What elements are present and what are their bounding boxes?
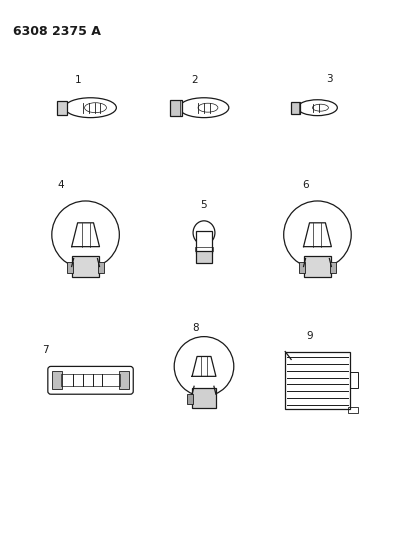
Text: 5: 5 <box>201 200 207 210</box>
Text: 6308 2375 A: 6308 2375 A <box>13 25 101 38</box>
Bar <box>170 100 182 116</box>
Bar <box>67 262 73 273</box>
Circle shape <box>52 201 120 269</box>
Bar <box>304 256 331 278</box>
Ellipse shape <box>179 98 229 118</box>
Circle shape <box>174 337 234 396</box>
Bar <box>196 231 212 253</box>
Bar <box>192 388 216 408</box>
Text: 9: 9 <box>306 330 313 341</box>
Bar <box>290 102 299 114</box>
Bar <box>195 247 213 251</box>
Text: 1: 1 <box>75 75 82 85</box>
Bar <box>187 394 193 404</box>
Text: 7: 7 <box>42 344 49 354</box>
Ellipse shape <box>297 100 337 116</box>
Bar <box>52 372 62 389</box>
Bar <box>299 262 304 273</box>
Text: 2: 2 <box>191 75 197 85</box>
Ellipse shape <box>193 221 215 245</box>
Bar <box>285 351 350 409</box>
Bar <box>348 407 358 413</box>
Bar <box>57 101 67 115</box>
Bar <box>98 262 104 273</box>
Bar <box>72 256 100 278</box>
Bar <box>120 372 129 389</box>
FancyBboxPatch shape <box>48 366 133 394</box>
Ellipse shape <box>65 98 116 118</box>
Text: 6: 6 <box>302 180 309 190</box>
Bar <box>330 262 336 273</box>
Bar <box>196 251 212 263</box>
Circle shape <box>284 201 351 269</box>
Text: 3: 3 <box>326 74 333 84</box>
Text: 4: 4 <box>58 180 64 190</box>
Bar <box>61 374 120 386</box>
Text: 8: 8 <box>193 322 200 333</box>
Bar <box>350 373 358 388</box>
